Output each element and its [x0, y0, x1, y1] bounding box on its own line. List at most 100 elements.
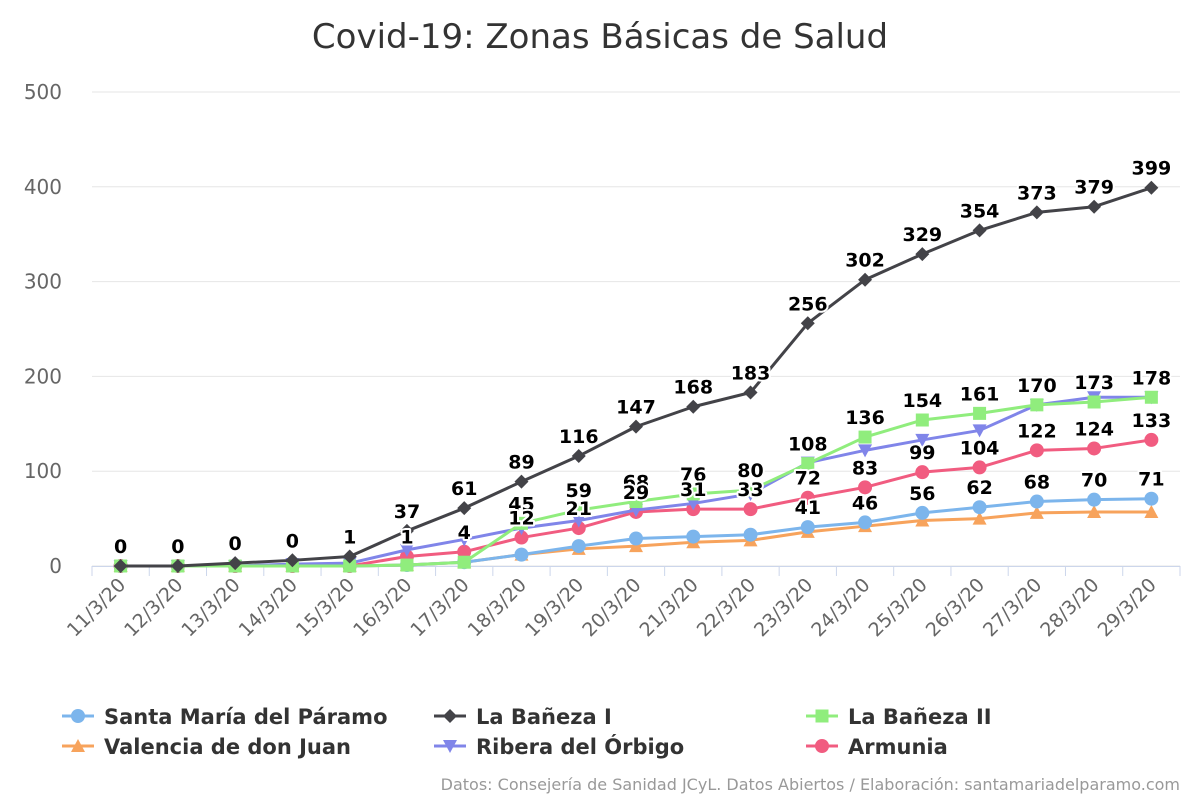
legend-marker[interactable] [815, 709, 829, 723]
data-point[interactable] [858, 430, 872, 444]
data-point[interactable] [743, 385, 758, 400]
data-point[interactable] [572, 503, 586, 517]
data-point[interactable] [1029, 205, 1044, 220]
data-point[interactable] [514, 530, 529, 545]
data-point[interactable] [972, 460, 987, 475]
data-point[interactable] [1030, 398, 1044, 412]
data-point[interactable] [400, 558, 414, 572]
data-point[interactable] [629, 495, 643, 509]
data-label: 154 [902, 390, 942, 412]
data-point[interactable] [514, 474, 529, 489]
data-point[interactable] [686, 529, 701, 544]
data-point[interactable] [972, 500, 987, 515]
data-point[interactable] [514, 547, 529, 562]
data-point[interactable] [1029, 443, 1044, 458]
data-point[interactable] [457, 533, 472, 547]
data-point[interactable] [457, 501, 472, 516]
legend-item[interactable]: Ribera del Órbigo [434, 734, 684, 759]
data-point[interactable] [744, 483, 758, 497]
data-point[interactable] [399, 543, 414, 557]
data-point[interactable] [343, 559, 357, 573]
data-point[interactable] [629, 539, 643, 553]
legend-label: La Bañeza II [848, 705, 992, 729]
data-point[interactable] [170, 559, 185, 573]
data-point[interactable] [915, 413, 929, 427]
series-1 [113, 180, 1159, 573]
legend-marker[interactable] [815, 739, 829, 753]
data-point[interactable] [1087, 199, 1102, 214]
x-tick-label: 25/3/20 [864, 574, 931, 641]
data-point[interactable] [858, 515, 873, 530]
data-point[interactable] [972, 223, 987, 238]
data-point[interactable] [1144, 390, 1158, 404]
data-point[interactable] [399, 523, 414, 538]
data-label: 68 [1024, 472, 1050, 494]
legend-item[interactable]: La Bañeza I [434, 705, 612, 729]
data-point[interactable] [801, 457, 815, 471]
data-point[interactable] [629, 531, 643, 546]
x-tick-label: 22/3/20 [693, 574, 760, 641]
data-point[interactable] [1029, 494, 1044, 509]
data-point[interactable] [1087, 395, 1101, 409]
legend-label: Armunia [848, 735, 948, 759]
data-point[interactable] [571, 521, 586, 536]
series-layer [113, 180, 1159, 573]
data-label: 46 [852, 492, 878, 514]
data-point[interactable] [858, 444, 873, 458]
data-point[interactable] [571, 539, 586, 554]
legend-item[interactable]: La Bañeza II [806, 705, 992, 729]
data-point[interactable] [915, 433, 930, 447]
data-point[interactable] [686, 487, 700, 501]
data-point[interactable] [1144, 180, 1159, 195]
data-point[interactable] [1087, 504, 1102, 518]
data-label: 59 [566, 480, 592, 502]
legend-marker[interactable] [71, 709, 85, 723]
data-label: 70 [1081, 470, 1107, 492]
data-point[interactable] [915, 465, 930, 480]
legend[interactable]: Santa María del Páramo La Bañeza I La Bañe… [62, 705, 992, 759]
data-point[interactable] [285, 553, 300, 568]
legend-marker[interactable] [71, 739, 85, 752]
legend-item[interactable]: Valencia de don Juan [62, 735, 351, 759]
data-point[interactable] [1144, 491, 1159, 506]
data-point[interactable] [915, 505, 930, 520]
data-point[interactable] [1087, 441, 1102, 456]
data-point[interactable] [514, 516, 528, 530]
legend-item[interactable]: Santa María del Páramo [62, 705, 388, 729]
data-point[interactable] [972, 424, 987, 438]
data-point[interactable] [800, 520, 815, 535]
credits-text[interactable]: Datos: Consejería de Sanidad JCyL. Datos… [441, 775, 1180, 794]
data-point[interactable] [972, 511, 987, 525]
data-label: 302 [845, 250, 885, 272]
data-point[interactable] [1144, 504, 1159, 518]
data-point[interactable] [915, 513, 930, 527]
legend-marker[interactable] [443, 740, 457, 753]
data-point[interactable] [973, 406, 987, 420]
legend-item[interactable]: Armunia [806, 735, 948, 759]
data-point[interactable] [342, 549, 357, 564]
data-point[interactable] [629, 419, 643, 434]
data-point[interactable] [858, 480, 873, 495]
data-point[interactable] [457, 544, 472, 559]
data-point[interactable] [113, 559, 128, 573]
data-point[interactable] [800, 316, 815, 331]
data-point[interactable] [1029, 505, 1044, 519]
data-point[interactable] [1144, 432, 1159, 447]
data-point[interactable] [686, 497, 701, 511]
data-point[interactable] [743, 502, 758, 517]
x-tick-label: 13/3/20 [177, 574, 244, 641]
data-point[interactable] [915, 247, 930, 262]
data-label: 178 [1132, 367, 1172, 389]
x-axis: 11/3/2012/3/2013/3/2014/3/2015/3/2016/3/… [63, 566, 1181, 641]
data-point[interactable] [800, 490, 815, 505]
data-point[interactable] [858, 272, 873, 287]
data-point[interactable] [686, 399, 701, 414]
legend-marker[interactable] [443, 709, 457, 723]
data-point[interactable] [571, 449, 586, 464]
data-label: 21 [566, 498, 592, 520]
data-point[interactable] [1087, 492, 1102, 507]
data-point[interactable] [457, 555, 471, 569]
data-point[interactable] [228, 556, 243, 571]
data-point[interactable] [743, 527, 758, 542]
data-point[interactable] [571, 514, 586, 528]
